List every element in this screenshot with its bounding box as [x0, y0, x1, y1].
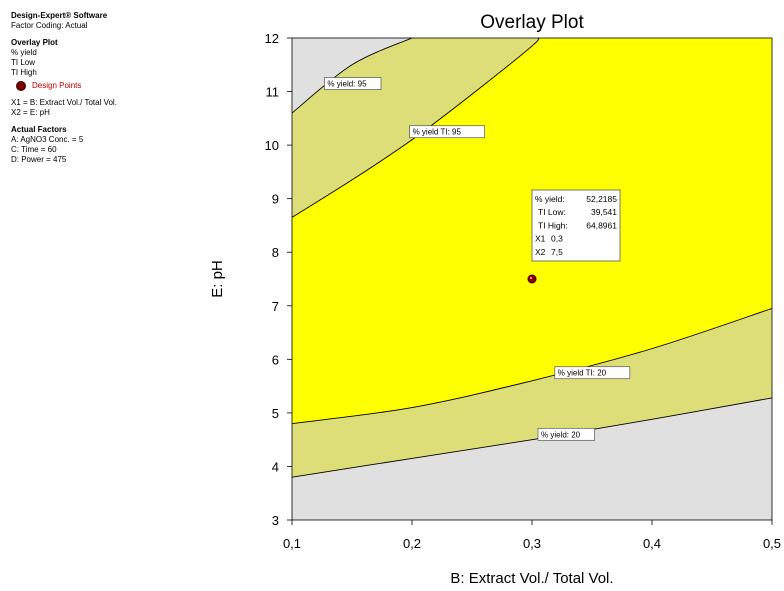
design-point-marker [527, 274, 537, 284]
y-tick-label: 8 [272, 245, 279, 260]
x-axis-label: B: Extract Vol./ Total Vol. [450, 570, 613, 587]
overlay-item-ti-low: TI Low [11, 58, 36, 67]
chart-title: Overlay Plot [480, 12, 584, 33]
contour-line-2 [292, 308, 772, 425]
design-points [527, 274, 537, 284]
factor-coding: Factor Coding: Actual [11, 21, 88, 30]
tooltip-value-4: 7,5 [551, 247, 563, 257]
tooltip-label-3: X1 [535, 234, 546, 244]
x-tick-label: 0,1 [283, 536, 301, 551]
tooltip-label-4: X2 [535, 247, 546, 257]
contour-label-box-3 [537, 427, 595, 441]
y-tick-label: 7 [272, 299, 279, 314]
contour-labels: % yield: 95 % yield TI: 95 % yield TI: 20%… [324, 77, 631, 441]
tooltip-label-2: TI High: [538, 220, 568, 230]
contour-line-0 [292, 38, 413, 114]
y-tick-label: 5 [272, 406, 279, 421]
axes: 0,1 0,2 0,3 0,4 0,5 3 4 5 6 7 8 9 10 11 12 [265, 31, 782, 551]
y-tick-label: 10 [265, 138, 279, 153]
y-tick-label: 4 [272, 459, 279, 474]
contour-label-1: % yield TI: 95 [413, 128, 462, 137]
y-tick-label: 9 [272, 192, 279, 207]
design-points-label: Design Points [32, 81, 82, 90]
tooltip-value-3: 0,3 [551, 234, 563, 244]
y-tick-label: 12 [265, 31, 279, 46]
legend-panel: Design-Expert® Software Factor Coding: A… [11, 11, 181, 172]
design-points-legend: Design Points [11, 81, 181, 91]
design-point-highlight [529, 276, 533, 280]
plot-regions [292, 38, 772, 520]
y-tick-label: 6 [272, 352, 279, 367]
tooltip-box [531, 189, 621, 262]
tooltip-value-2: 64,8961 [586, 220, 617, 230]
tooltip-label-1: TI Low: [538, 207, 566, 217]
contour-label-box-2 [554, 366, 631, 380]
contour-line-1 [292, 38, 540, 218]
x-tick-label: 0,5 [763, 536, 781, 551]
tooltip-label-0: % yield: [535, 194, 565, 204]
x-tick-label: 0,4 [643, 536, 661, 551]
actual-factor-c: C: Time = 60 [11, 145, 57, 154]
contour-lines [292, 38, 772, 478]
contour-label-3: % yield: 20 [541, 430, 581, 439]
upper-infeasible-region [292, 38, 412, 113]
y-axis-label: E: pH [209, 260, 226, 298]
design-point-tooltip: % yield: 52,2185 TI Low: 39,541 TI High: 64,8… [531, 189, 621, 262]
tooltip-value-1: 39,541 [591, 207, 617, 217]
contour-label-box-1 [409, 125, 485, 139]
lower-infeasible-region [292, 397, 772, 520]
x-tick-label: 0,3 [523, 536, 541, 551]
x2-assignment: X2 = E: pH [11, 108, 50, 117]
x-tick-label: 0,2 [403, 536, 421, 551]
overlay-heading: Overlay Plot [11, 38, 58, 47]
actual-factors-heading: Actual Factors [11, 125, 67, 134]
contour-label-box-0 [324, 77, 382, 90]
x1-assignment: X1 = B: Extract Vol./ Total Vol. [11, 98, 117, 107]
design-point-icon [16, 81, 26, 91]
software-name: Design-Expert® Software [11, 11, 108, 20]
actual-factor-d: D: Power = 475 [11, 155, 67, 164]
contour-line-3 [292, 397, 772, 478]
tooltip-value-0: 52,2185 [586, 194, 617, 204]
overlay-item-yield: % yield [11, 48, 37, 57]
y-tick-label: 3 [272, 513, 279, 528]
contour-label-2: % yield TI: 20 [558, 369, 607, 378]
y-tick-label: 11 [266, 85, 280, 100]
overlay-item-ti-high: TI High [11, 68, 37, 77]
actual-factor-a: A: AgNO3 Conc. = 5 [11, 135, 84, 144]
contour-label-0: % yield: 95 [327, 80, 367, 89]
